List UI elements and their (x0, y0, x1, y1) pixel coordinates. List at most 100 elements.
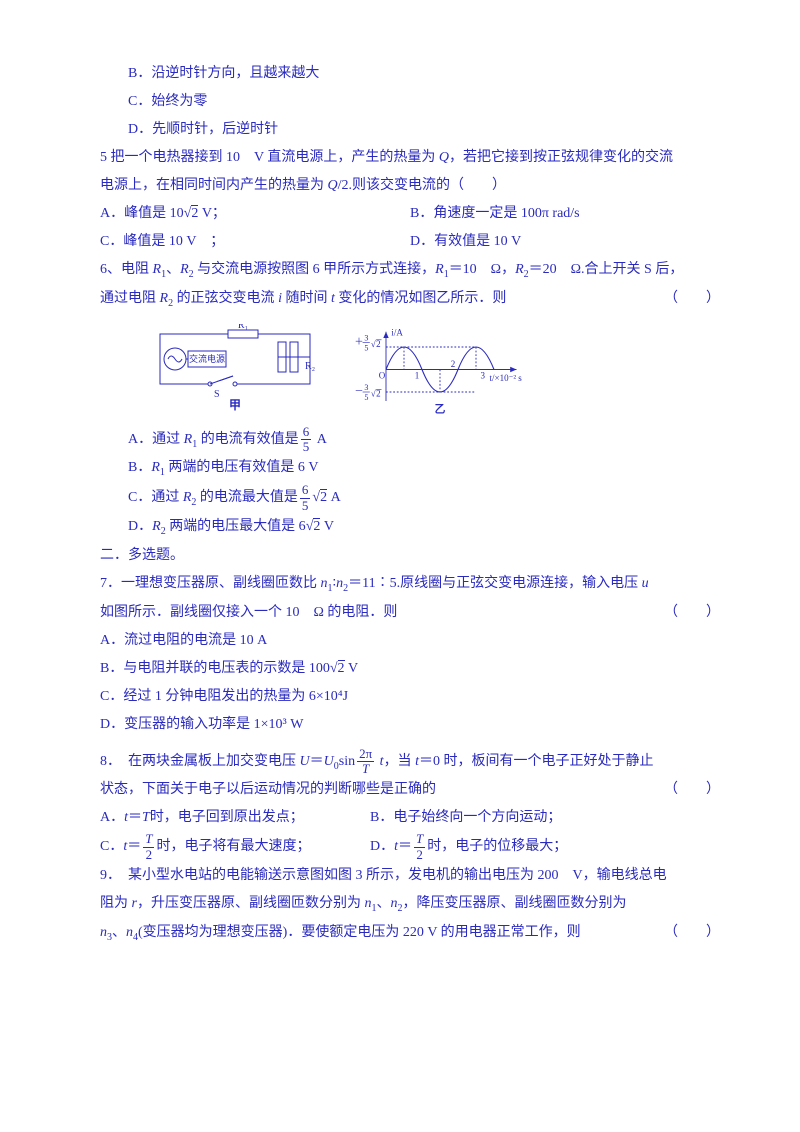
xlabel: t/×10⁻² s (490, 373, 523, 383)
txt: C． (100, 839, 123, 854)
txt: ＝ (128, 810, 142, 825)
origin: O (379, 370, 386, 380)
txt: 时，电子将有最大速度； (156, 839, 310, 854)
var-R2: R (160, 291, 169, 306)
q7-stem-1: 7．一理想变压器原、副线圈匝数比 n1∶n2＝11∶5.原线圈与正弦交变电源连接… (100, 570, 720, 599)
q9-stem-3: n3、n4(变压器均为理想变压器)．要使额定电压为 220 V 的用电器正常工作… (100, 919, 720, 948)
tick1: 1 (415, 370, 420, 380)
circuit-diagram: R₁ R₂ 交流电源 S 甲 (150, 324, 320, 414)
q5-option-c: C．峰值是 10 V ； (100, 228, 410, 256)
q6-figures: R₁ R₂ 交流电源 S 甲 (150, 322, 720, 417)
svg-text:3: 3 (364, 383, 368, 392)
txt: ＝ (127, 839, 141, 854)
sqrt-icon: √ (330, 661, 338, 676)
q5-options-row2: C．峰值是 10 V ； D．有效值是 10 V (100, 228, 720, 256)
txt: ＝0 时，板间有一个电子正好处于静止 (419, 754, 654, 769)
var: n (100, 925, 107, 940)
num: 2π (357, 747, 374, 762)
var: n (321, 576, 328, 591)
txt: 的电流有效值是 (197, 432, 299, 447)
num: T (414, 832, 425, 847)
num: 6 (301, 425, 312, 440)
q6-option-c: C．通过 R2 的电流最大值是65√2 A (128, 483, 720, 513)
q5-option-a: A．峰值是 10√2 V； (100, 200, 410, 228)
txt: 状态，下面关于电子以后运动情况的判断哪些是正确的 (100, 782, 436, 797)
q7-option-a: A．流过电阻的电流是 10 A (100, 627, 720, 655)
den: 5 (300, 499, 311, 513)
txt: ＝11∶5.原线圈与正弦交变电源连接，输入电压 (348, 576, 641, 591)
q8-option-a: A．t＝T时，电子回到原出发点； (100, 804, 410, 832)
var-R1: R (435, 262, 444, 277)
txt: 的电流最大值是 (196, 490, 298, 505)
tick2: 2 (451, 358, 456, 368)
txt: ＝20 Ω.合上开关 S 后， (529, 262, 684, 277)
ylabel: i/A (391, 327, 403, 337)
var-R1: R (153, 262, 162, 277)
sine-graph: i/A O 1 2 3 t/×10⁻² s ＋ 3 5 √ 2 － 3 5 √ … (350, 322, 530, 417)
fraction: T2 (414, 832, 425, 862)
q5-stem-2: 电源上，在相同时间内产生的热量为 Q/2.则该交变电流的（ ） (100, 172, 720, 200)
sqrt-arg: 2 (338, 660, 345, 676)
txt: C．通过 (128, 490, 183, 505)
var: n (126, 925, 133, 940)
svg-text:5: 5 (364, 343, 368, 352)
q6-stem-1: 6、电阻 R1、R2 与交流电源按照图 6 甲所示方式连接，R1＝10 Ω，R2… (100, 256, 720, 285)
var: u (642, 576, 649, 591)
r1-label: R₁ (238, 324, 248, 331)
q6-option-a: A．通过 R1 的电流有效值是65 A (128, 425, 720, 455)
cap-yi: 乙 (435, 403, 446, 415)
var: R (151, 460, 160, 475)
txt: 、 (166, 262, 180, 277)
q5-text: ，若把它接到按正弦规律变化的交流 (449, 150, 673, 165)
q4-option-b: B．沿逆时针方向，且越来越大 (128, 60, 720, 88)
svg-text:√: √ (371, 339, 376, 349)
txt: ，升压变压器原、副线圈匝数分别为 (137, 896, 365, 911)
q8-option-d: D．t＝T2时，电子的位移最大； (370, 832, 680, 862)
sqrt-icon: √ (312, 490, 320, 505)
tick3: 3 (481, 370, 486, 380)
num: T (143, 832, 154, 847)
txt: 时，电子的位移最大； (427, 839, 567, 854)
txt: 阻为 (100, 896, 132, 911)
q8-row2: C．t＝T2时，电子将有最大速度； D．t＝T2时，电子的位移最大； (100, 832, 720, 862)
var: U (300, 754, 310, 769)
txt: 如图所示．副线圈仅接入一个 10 Ω 的电阻．则 (100, 605, 397, 620)
txt: A．通过 (128, 432, 184, 447)
svg-text:√: √ (371, 388, 376, 398)
den: 2 (414, 848, 425, 862)
q5-option-d: D．有效值是 10 V (410, 228, 720, 256)
fraction: 65 (300, 483, 311, 513)
svg-text:2: 2 (376, 388, 381, 398)
q4-option-d: D．先顺时针，后逆时针 (128, 116, 720, 144)
ac-label: 交流电源 (189, 353, 225, 364)
txt: 变化的情况如图乙所示．则 (335, 291, 507, 306)
txt: ，当 (384, 754, 416, 769)
txt: B． (128, 460, 151, 475)
txt: 时，电子回到原出发点； (150, 810, 304, 825)
den: 5 (301, 440, 312, 454)
var: T (142, 810, 150, 825)
r2-label: R₂ (305, 361, 315, 372)
q6-option-b: B．R1 两端的电压有效值是 6 V (128, 454, 720, 483)
q9-paren: （ ） (664, 919, 720, 948)
txt: D． (128, 519, 152, 534)
q5-options-row1: A．峰值是 10√2 V； B．角速度一定是 100π rad/s (100, 200, 720, 228)
q5-option-b: B．角速度一定是 100π rad/s (410, 200, 720, 228)
txt: 通过电阻 (100, 291, 160, 306)
svg-text:3: 3 (364, 333, 368, 342)
q8-option-b: B．电子始终向一个方向运动； (370, 804, 680, 832)
q6-paren: （ ） (664, 285, 720, 314)
txt: 6、电阻 (100, 262, 153, 277)
q8-option-c: C．t＝T2时，电子将有最大速度； (100, 832, 410, 862)
s-label: S (214, 389, 220, 400)
txt: V (320, 519, 334, 534)
q5-text: /2.则该交变电流的（ ） (338, 178, 506, 193)
txt: 两端的电压最大值是 6 (166, 519, 306, 534)
den: T (357, 762, 374, 776)
q7-option-c: C．经过 1 分钟电阻发出的热量为 6×10⁴J (100, 683, 720, 711)
section-2-heading: 二．多选题。 (100, 542, 720, 570)
q8-paren: （ ） (664, 776, 720, 804)
txt: ＝ (398, 839, 412, 854)
txt: A (327, 490, 341, 505)
var: R (152, 519, 161, 534)
